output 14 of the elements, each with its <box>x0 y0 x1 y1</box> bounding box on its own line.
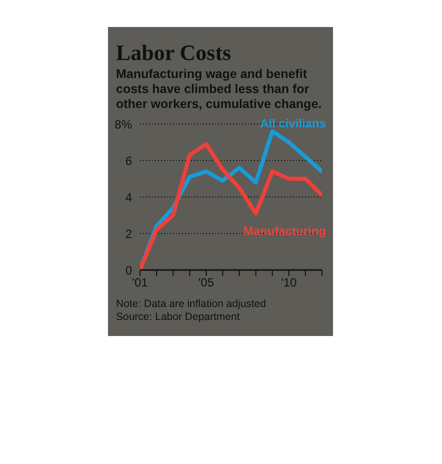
y-tick-label: 6 <box>125 154 132 168</box>
chart-subtitle: Manufacturing wage and benefit costs have climbed less than for other workers, cumulative change. <box>116 67 323 112</box>
source-note: Source: Labor Department <box>116 311 241 324</box>
y-tick-label: 8% <box>114 117 132 132</box>
series-label: Manufacturing <box>243 224 326 238</box>
series-label: All civilians <box>260 116 326 130</box>
x-tick-label: '05 <box>198 276 214 290</box>
y-tick-label: 4 <box>125 190 132 204</box>
y-tick-label: 0 <box>125 263 132 278</box>
chart-title: Labor Costs <box>116 40 232 65</box>
x-tick-label: '01 <box>132 276 148 290</box>
text: Note: Data are inflation adjusted <box>116 298 268 311</box>
x-tick-label: '10 <box>281 276 298 290</box>
y-tick-label: 2 <box>125 226 132 241</box>
